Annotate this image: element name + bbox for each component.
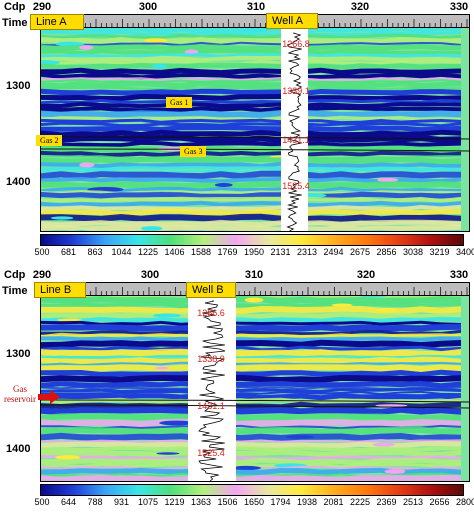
color-scale-value: 681 <box>60 247 77 257</box>
line-label: Line A <box>30 14 84 30</box>
time-tick: 1300 <box>6 348 31 360</box>
color-scale-value: 3219 <box>429 247 450 257</box>
color-scale-value: 2225 <box>349 497 371 507</box>
color-scale-value: 1950 <box>243 247 265 257</box>
color-scale-value: 1363 <box>190 497 212 507</box>
time-tick: 1400 <box>6 176 31 188</box>
well-log-strip <box>281 29 308 231</box>
color-scale-labels: 500 644 788 931 1075 1219 1363 1506 1650 1794 1938… <box>0 497 474 509</box>
well-label: Well A <box>266 13 318 29</box>
color-scale-value: 931 <box>113 497 130 507</box>
cdp-tick: 320 <box>356 269 376 281</box>
red-arrow-icon <box>38 390 60 404</box>
well-depth: 1266.6 <box>197 308 225 318</box>
color-scale-value: 2800 <box>455 497 474 507</box>
color-scale-value: 644 <box>60 497 77 507</box>
cdp-axis-label: Cdp <box>4 269 26 281</box>
trace-ruler <box>41 15 469 28</box>
time-axis-label: Time <box>2 285 28 297</box>
color-scale-value: 863 <box>87 247 103 257</box>
color-scale-labels: 500 681 863 1044 1225 1406 1588 1769 1950 2131 231… <box>0 247 474 259</box>
color-scale-value: 2369 <box>376 497 397 507</box>
well-depth: 1431.1 <box>197 401 225 411</box>
color-scale-value: 1406 <box>164 247 185 257</box>
well-depth: 1525.4 <box>197 448 225 458</box>
well-label: Well B <box>186 282 236 298</box>
panel-line-a: Cdp Time 290 300 310 320 330 1300 1400 L… <box>0 1 474 259</box>
color-scale-value: 2513 <box>402 497 424 507</box>
color-scale-value: 788 <box>87 497 103 507</box>
color-scale-value: 2131 <box>270 247 291 257</box>
color-scale-value: 1588 <box>190 247 212 257</box>
color-scale-value: 500 <box>34 247 50 257</box>
gas-label: Gas 1 <box>166 97 193 108</box>
color-scale-value: 2856 <box>376 247 397 257</box>
gas-reservoir-label: Gas reservoir <box>4 384 36 404</box>
cdp-tick: 330 <box>449 269 469 281</box>
well-depth: 1338.9 <box>197 354 225 364</box>
color-scale-value: 1794 <box>270 497 291 507</box>
cdp-tick: 300 <box>140 269 160 281</box>
color-scale-value: 1938 <box>296 497 318 507</box>
color-scale-value: 1650 <box>243 497 265 507</box>
time-tick: 1400 <box>6 443 31 455</box>
line-label: Line B <box>34 282 86 298</box>
color-scale-value: 1769 <box>217 247 238 257</box>
well-depth: 1266.8 <box>282 39 310 49</box>
color-scale-value: 2313 <box>296 247 318 257</box>
gas-label: Gas 3 <box>180 146 207 157</box>
color-scale-value: 500 <box>34 497 50 507</box>
panel-line-b: Cdp Time 290 300 310 320 330 1300 1400 L… <box>0 268 474 514</box>
cdp-tick: 310 <box>244 269 264 281</box>
color-scale-bar <box>40 234 464 246</box>
well-depth: 1339.1 <box>282 86 310 96</box>
well-depth: 1431.1 <box>282 135 310 145</box>
cdp-tick: 330 <box>449 1 469 13</box>
horizon-lines <box>41 399 469 409</box>
color-scale-value: 1225 <box>137 247 159 257</box>
time-tick: 1300 <box>6 80 31 92</box>
horizon-lines <box>41 136 469 152</box>
cdp-axis-label: Cdp <box>4 1 26 13</box>
cdp-tick: 290 <box>32 1 52 13</box>
cdp-tick: 290 <box>32 269 52 281</box>
color-scale-value: 1075 <box>137 497 159 507</box>
well-log-strip <box>188 297 236 481</box>
cdp-tick: 300 <box>138 1 158 13</box>
well-depth: 1525.4 <box>282 181 310 191</box>
time-axis-label: Time <box>2 17 28 29</box>
color-scale-bar <box>40 484 464 496</box>
seismic-image <box>41 283 469 481</box>
seismic-section <box>40 282 470 482</box>
well-log-curve <box>198 300 226 481</box>
color-scale-value: 2656 <box>429 497 450 507</box>
cdp-tick: 310 <box>246 1 266 13</box>
color-scale-value: 1506 <box>217 497 238 507</box>
color-scale-value: 2675 <box>349 247 371 257</box>
well-log-curve <box>286 32 303 231</box>
color-scale-value: 1219 <box>164 497 185 507</box>
color-scale-value: 2081 <box>323 497 344 507</box>
seismic-section <box>40 14 470 232</box>
color-scale-value: 1044 <box>111 247 132 257</box>
color-scale-value: 3038 <box>402 247 424 257</box>
seismic-image <box>41 15 469 231</box>
gas-label: Gas 2 <box>36 135 63 146</box>
cdp-tick: 320 <box>350 1 370 13</box>
color-scale-value: 3400 <box>455 247 474 257</box>
color-scale-value: 2494 <box>323 247 344 257</box>
